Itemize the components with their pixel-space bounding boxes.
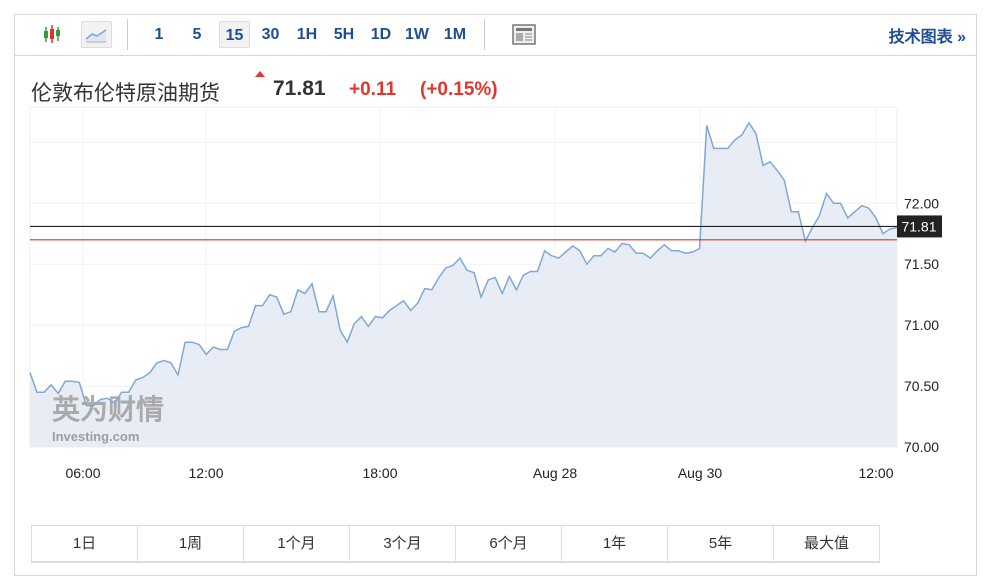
x-tick-label: 12:00 — [188, 465, 223, 481]
up-arrow-icon — [255, 71, 265, 77]
interval-1d[interactable]: 1D — [370, 26, 392, 43]
range-button[interactable]: 5年 — [668, 526, 774, 561]
price-area — [30, 122, 897, 448]
y-tick-label: 71.00 — [904, 317, 939, 333]
news-layout-icon[interactable] — [511, 21, 537, 48]
range-button[interactable]: 1个月 — [244, 526, 350, 561]
x-tick-label: 12:00 — [858, 465, 893, 481]
divider — [127, 19, 128, 50]
current-price-badge — [897, 215, 942, 238]
interval-5[interactable]: 5 — [192, 26, 202, 43]
price-change: +0.11 — [349, 79, 397, 100]
x-tick-label: Aug 28 — [533, 465, 578, 481]
divider — [484, 19, 485, 50]
price-line — [29, 121, 898, 407]
y-tick-label: 72.00 — [904, 195, 939, 211]
range-button[interactable]: 最大值 — [803, 535, 849, 552]
range-selector: 1日 1周 1个月 3个月 6个月 1年 5年 最大值 — [31, 525, 880, 563]
chart-toolbar: 1 5 15 30 1H 5H 1D 1W 1M 技术图表 » — [15, 15, 976, 56]
interval-1w[interactable]: 1W — [405, 26, 429, 43]
x-tick-label: Aug 30 — [678, 465, 723, 481]
current-price-label: 71.81 — [901, 218, 936, 234]
y-tick-label: 70.00 — [904, 439, 939, 455]
x-tick-label: 06:00 — [65, 465, 100, 481]
interval-1h[interactable]: 1H — [296, 26, 318, 43]
y-tick-label: 70.50 — [904, 378, 939, 394]
instrument-title: 伦敦布伦特原油期货 — [31, 82, 220, 105]
x-tick-label: 18:00 — [362, 465, 397, 481]
line-chart-icon[interactable] — [81, 21, 112, 48]
chart-panel: 1 5 15 30 1H 5H 1D 1W 1M 技术图表 » 伦敦布伦特原油期货 71.81 … — [14, 14, 977, 576]
interval-15[interactable]: 15 — [219, 21, 250, 48]
range-button[interactable]: 1日 — [32, 526, 138, 561]
y-tick-label: 71.50 — [904, 256, 939, 272]
price-change-percent: (+0.15%) — [420, 79, 498, 100]
last-price: 71.81 — [273, 77, 326, 100]
watermark-text: Investing.com — [52, 429, 139, 444]
interval-1m[interactable]: 1M — [443, 26, 467, 43]
range-button[interactable]: 3个月 — [350, 526, 456, 561]
interval-1[interactable]: 1 — [154, 26, 164, 43]
interval-5h[interactable]: 5H — [333, 26, 355, 43]
range-button[interactable]: 6个月 — [456, 526, 562, 561]
technical-chart-link[interactable]: 技术图表 » — [888, 29, 966, 46]
range-button[interactable]: 1周 — [138, 526, 244, 561]
interval-30[interactable]: 30 — [261, 26, 280, 43]
candlestick-icon[interactable] — [37, 21, 67, 48]
range-button[interactable]: 1年 — [562, 526, 668, 561]
